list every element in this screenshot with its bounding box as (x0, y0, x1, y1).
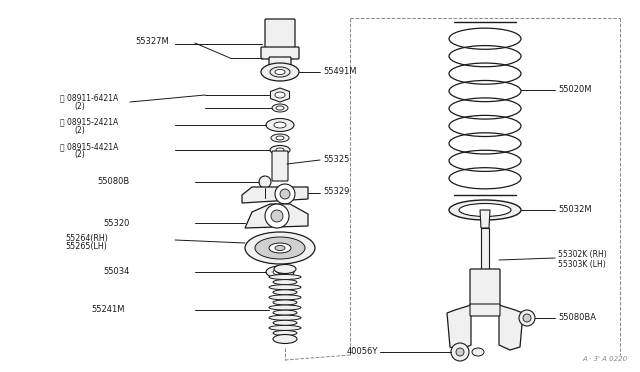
FancyBboxPatch shape (470, 304, 500, 316)
FancyBboxPatch shape (272, 151, 288, 181)
Ellipse shape (270, 145, 290, 154)
Circle shape (519, 310, 535, 326)
Text: 55080B: 55080B (98, 177, 130, 186)
Polygon shape (245, 204, 308, 228)
Ellipse shape (276, 136, 284, 140)
Ellipse shape (261, 63, 299, 81)
Text: 55034: 55034 (104, 267, 130, 276)
Text: Ⓦ 08915-4421A: Ⓦ 08915-4421A (60, 142, 118, 151)
Ellipse shape (276, 106, 284, 110)
Circle shape (456, 348, 464, 356)
Circle shape (259, 176, 271, 188)
Text: 55020M: 55020M (558, 86, 591, 94)
Text: 55325: 55325 (323, 154, 349, 164)
Polygon shape (271, 88, 289, 102)
Text: A · 3' A 0220: A · 3' A 0220 (583, 356, 628, 362)
Circle shape (265, 204, 289, 228)
Text: 55241M: 55241M (92, 305, 125, 314)
Ellipse shape (275, 92, 285, 98)
Ellipse shape (277, 270, 283, 273)
Text: 55491M: 55491M (323, 67, 356, 77)
Text: 55080BA: 55080BA (558, 314, 596, 323)
Circle shape (275, 184, 295, 204)
FancyBboxPatch shape (261, 47, 299, 59)
Ellipse shape (275, 70, 285, 74)
Text: Ⓦ 08915-2421A: Ⓦ 08915-2421A (60, 118, 118, 126)
Text: (2): (2) (74, 125, 84, 135)
Ellipse shape (269, 315, 301, 320)
Text: 55302K (RH): 55302K (RH) (558, 250, 607, 260)
FancyBboxPatch shape (269, 57, 291, 66)
Ellipse shape (272, 104, 288, 112)
Ellipse shape (273, 269, 287, 275)
Ellipse shape (269, 285, 301, 290)
Ellipse shape (274, 122, 286, 128)
Ellipse shape (274, 264, 296, 273)
Ellipse shape (273, 334, 297, 343)
Text: 55265(LH): 55265(LH) (65, 243, 107, 251)
Ellipse shape (273, 300, 297, 305)
Ellipse shape (275, 246, 285, 250)
Ellipse shape (276, 148, 284, 152)
Ellipse shape (271, 134, 289, 142)
Polygon shape (242, 187, 308, 203)
Circle shape (271, 210, 283, 222)
Ellipse shape (269, 275, 301, 279)
Ellipse shape (269, 326, 301, 330)
Polygon shape (480, 210, 490, 228)
Ellipse shape (449, 200, 521, 220)
Ellipse shape (472, 348, 484, 356)
Ellipse shape (273, 320, 297, 326)
Ellipse shape (273, 280, 297, 285)
Ellipse shape (459, 203, 511, 217)
Ellipse shape (266, 266, 294, 278)
Circle shape (523, 314, 531, 322)
Text: 55303K (LH): 55303K (LH) (558, 260, 605, 269)
Ellipse shape (245, 232, 315, 264)
Text: (2): (2) (74, 102, 84, 110)
Text: 55032M: 55032M (558, 205, 591, 215)
Text: (2): (2) (74, 151, 84, 160)
Ellipse shape (269, 305, 301, 310)
Ellipse shape (269, 243, 291, 253)
Polygon shape (499, 305, 523, 350)
Text: 55327M: 55327M (135, 38, 169, 46)
Text: 55264(RH): 55264(RH) (65, 234, 108, 243)
Ellipse shape (255, 237, 305, 259)
Ellipse shape (270, 67, 290, 77)
Ellipse shape (273, 330, 297, 336)
Ellipse shape (269, 295, 301, 300)
Text: 40056Y: 40056Y (347, 347, 378, 356)
FancyBboxPatch shape (265, 19, 295, 49)
Ellipse shape (273, 310, 297, 315)
Polygon shape (447, 305, 471, 350)
FancyBboxPatch shape (470, 269, 500, 311)
Text: Ⓝ 08911-6421A: Ⓝ 08911-6421A (60, 93, 118, 103)
Text: 55320: 55320 (104, 218, 130, 228)
Text: 55329: 55329 (323, 187, 349, 196)
Circle shape (451, 343, 469, 361)
Bar (481, 228, 489, 270)
Circle shape (280, 189, 290, 199)
Ellipse shape (273, 290, 297, 295)
Ellipse shape (266, 119, 294, 131)
